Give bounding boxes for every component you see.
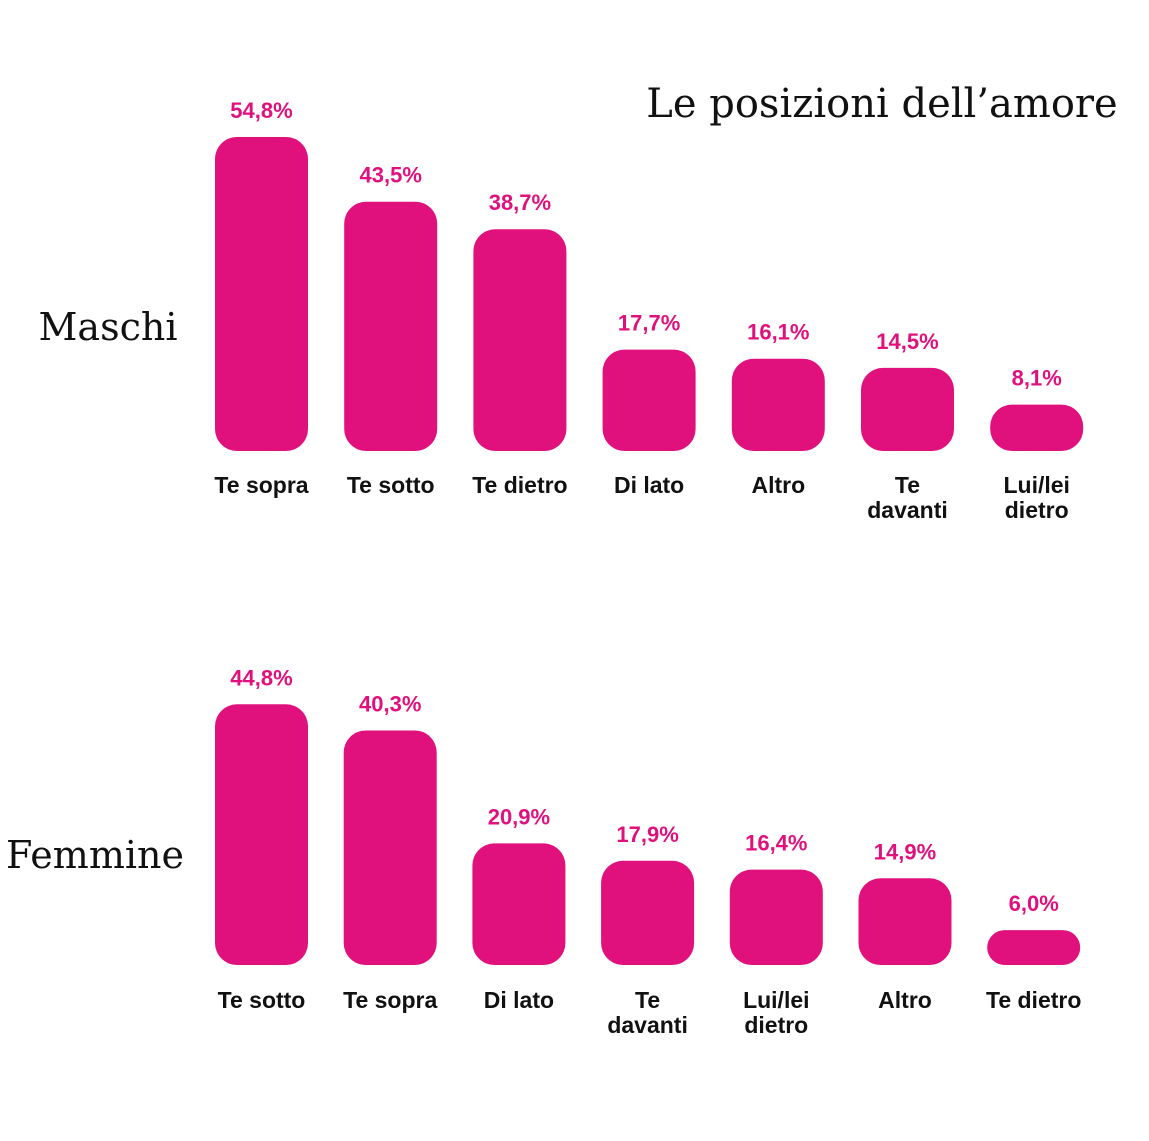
- category-label-femmine-te-davanti: Te davanti: [607, 987, 688, 1038]
- value-label-femmine-te-sotto: 44,8%: [230, 665, 292, 690]
- value-label-maschi-te-dietro: 38,7%: [489, 190, 551, 215]
- bar-femmine-lui-lei-dietro: [729, 869, 823, 965]
- bars-maschi: 54,8% Te sopra 43,5% Te sotto 38,7% Te dietro…: [214, 98, 1084, 523]
- panel-label-femmine: Femmine: [6, 833, 184, 877]
- value-label-femmine-te-davanti: 17,9%: [616, 822, 678, 847]
- category-label-maschi-altro: Altro: [751, 472, 805, 498]
- category-label-femmine-te-dietro: Te dietro: [986, 987, 1081, 1013]
- bar-maschi-te-sotto: [344, 201, 438, 451]
- chart-title: Le posizioni dell’amore: [646, 81, 1117, 127]
- value-label-maschi-altro: 16,1%: [747, 320, 809, 345]
- bar-femmine-di-lato: [472, 843, 566, 965]
- category-label-maschi-lui-lei-dietro: Lui/lei dietro: [1003, 472, 1069, 523]
- category-label-maschi-te-sotto: Te sotto: [347, 472, 435, 498]
- category-label-femmine-altro: Altro: [878, 987, 932, 1013]
- value-label-femmine-altro: 14,9%: [874, 839, 936, 864]
- panel-label-maschi: Maschi: [39, 305, 178, 349]
- category-label-femmine-te-sopra: Te sopra: [343, 987, 437, 1013]
- value-label-maschi-di-lato: 17,7%: [618, 311, 680, 336]
- bar-maschi-te-davanti: [861, 367, 954, 451]
- value-label-maschi-te-sotto: 43,5%: [360, 163, 422, 188]
- category-label-maschi-te-dietro: Te dietro: [472, 472, 567, 498]
- bar-femmine-altro: [858, 878, 952, 965]
- bar-maschi-te-sopra: [215, 137, 308, 451]
- bar-femmine-te-dietro: [987, 930, 1081, 965]
- bar-femmine-te-sotto: [215, 704, 308, 965]
- value-label-femmine-di-lato: 20,9%: [488, 804, 550, 829]
- bar-femmine-te-davanti: [601, 860, 695, 965]
- bar-maschi-altro: [731, 358, 825, 451]
- category-label-femmine-te-sotto: Te sotto: [218, 987, 306, 1013]
- bar-maschi-di-lato: [602, 349, 696, 451]
- bar-maschi-te-dietro: [473, 229, 567, 451]
- category-label-maschi-di-lato: Di lato: [614, 472, 684, 498]
- category-label-femmine-di-lato: Di lato: [484, 987, 554, 1013]
- value-label-maschi-lui-lei-dietro: 8,1%: [1012, 366, 1062, 391]
- value-label-maschi-te-davanti: 14,5%: [876, 329, 938, 354]
- value-label-femmine-lui-lei-dietro: 16,4%: [745, 831, 807, 856]
- bar-femmine-te-sopra: [343, 730, 437, 965]
- value-label-maschi-te-sopra: 54,8%: [230, 98, 292, 123]
- category-label-maschi-te-sopra: Te sopra: [214, 472, 308, 498]
- bars-femmine: 44,8% Te sotto 40,3% Te sopra 20,9% Di lato 17…: [215, 665, 1081, 1038]
- value-label-femmine-te-dietro: 6,0%: [1009, 891, 1059, 916]
- category-label-femmine-lui-lei-dietro: Lui/lei dietro: [743, 987, 809, 1038]
- value-label-femmine-te-sopra: 40,3%: [359, 692, 421, 717]
- bar-maschi-lui-lei-dietro: [990, 404, 1084, 451]
- category-label-maschi-te-davanti: Te davanti: [867, 472, 948, 523]
